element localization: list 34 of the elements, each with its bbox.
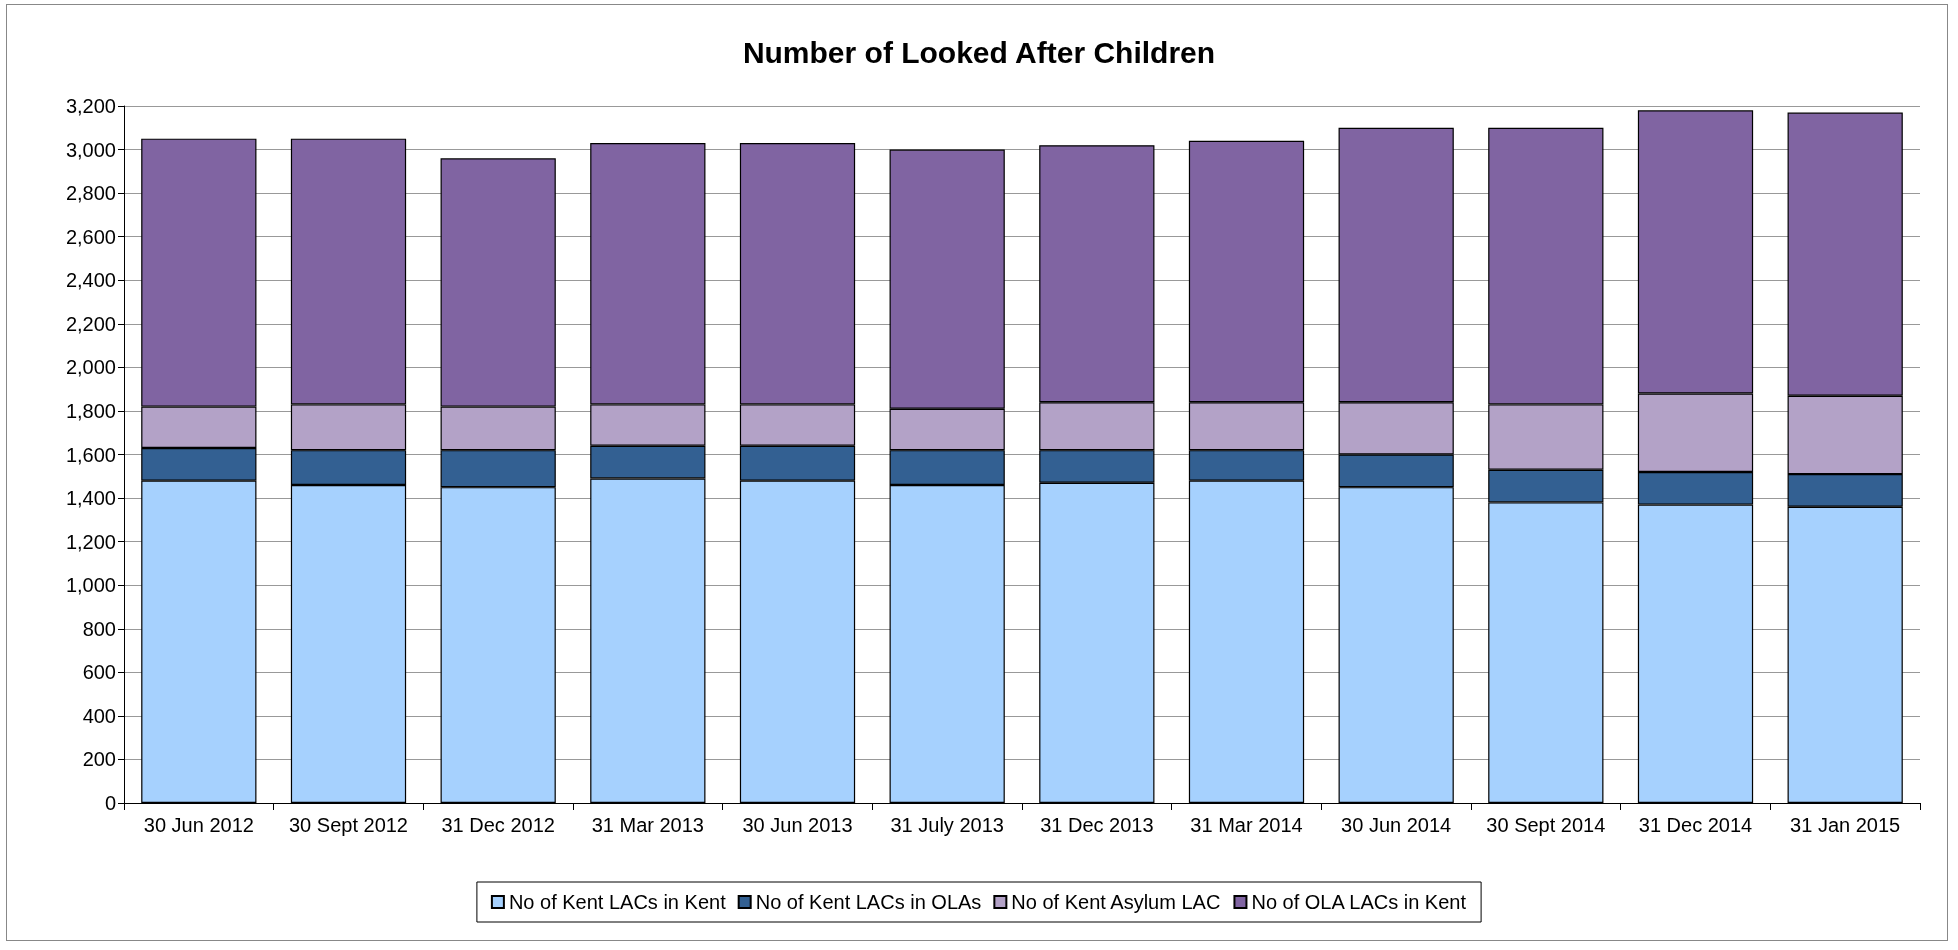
y-tick-label: 0 bbox=[104, 792, 116, 814]
y-tick-label: 1,600 bbox=[65, 443, 116, 466]
y-tick-label: 3,000 bbox=[65, 138, 116, 161]
y-tick-label: 600 bbox=[82, 661, 116, 684]
y-tick-label: 2,200 bbox=[65, 312, 116, 335]
y-tick-label: 800 bbox=[82, 617, 116, 640]
y-tick-label: 1,800 bbox=[65, 399, 116, 422]
y-tick-label: 3,200 bbox=[65, 95, 116, 117]
x-tick-label: 30 Jun 2012 bbox=[143, 814, 254, 836]
x-tick-label: 31 Dec 2013 bbox=[1040, 814, 1154, 836]
y-tick-label: 2,400 bbox=[65, 269, 116, 292]
x-tick-label: 31 Jan 2015 bbox=[1790, 814, 1901, 836]
x-tick-label: 31 July 2013 bbox=[890, 814, 1004, 836]
legend-label: No of OLA LACs in Kent bbox=[1251, 891, 1467, 913]
y-tick-label: 1,000 bbox=[65, 574, 116, 597]
legend-label: No of Kent LACs in OLAs bbox=[755, 891, 982, 913]
chart-title: Number of Looked After Children bbox=[742, 35, 1216, 69]
x-tick-label: 30 Sept 2014 bbox=[1486, 814, 1606, 836]
legend-label: No of Kent Asylum LAC bbox=[1011, 891, 1221, 913]
legend-label: No of Kent LACs in Kent bbox=[508, 891, 727, 913]
x-tick-label: 31 Dec 2012 bbox=[441, 814, 555, 836]
y-tick-label: 1,400 bbox=[65, 487, 116, 510]
y-tick-label: 1,200 bbox=[65, 530, 116, 553]
y-tick-label: 2,800 bbox=[65, 182, 116, 205]
y-tick-label: 200 bbox=[82, 748, 116, 771]
x-tick-label: 31 Mar 2013 bbox=[591, 814, 704, 836]
x-tick-label: 30 Jun 2013 bbox=[742, 814, 853, 836]
y-tick-label: 400 bbox=[82, 704, 116, 727]
x-tick-label: 30 Sept 2012 bbox=[289, 814, 408, 836]
x-tick-label: 31 Dec 2014 bbox=[1638, 814, 1753, 836]
y-tick-label: 2,000 bbox=[65, 356, 116, 379]
x-tick-label: 30 Jun 2014 bbox=[1341, 814, 1452, 836]
y-tick-label: 2,600 bbox=[65, 225, 116, 248]
x-tick-label: 31 Mar 2014 bbox=[1190, 814, 1303, 836]
